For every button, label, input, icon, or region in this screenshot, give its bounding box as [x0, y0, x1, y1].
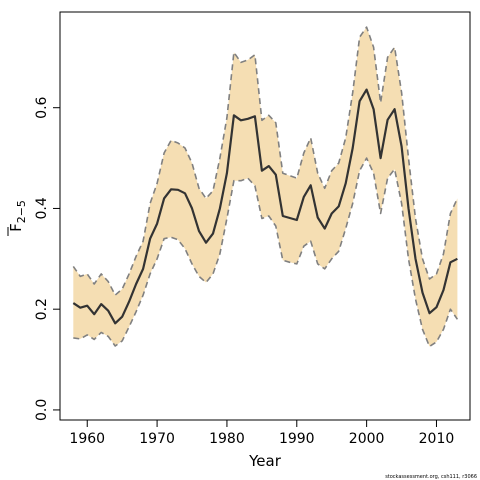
upper-bound-line	[72, 26, 459, 296]
x-tick-label: 2000	[349, 431, 385, 447]
x-tick-label: 1980	[209, 431, 245, 447]
lower-bound-line	[73, 157, 459, 348]
y-tick-label: 0.4	[34, 197, 50, 219]
confidence-band	[73, 27, 458, 347]
y-axis: 0.0 0.2 0.4 0.6	[34, 96, 61, 421]
x-tick-label: 1990	[279, 431, 315, 447]
x-tick-label: 1960	[69, 431, 105, 447]
x-tick-label: 2010	[419, 431, 455, 447]
estimate-line	[72, 88, 458, 325]
credit-text: stockassessment.org, csh111, r3066	[385, 474, 477, 480]
plot-area	[72, 26, 459, 348]
y-axis-title-main: F	[7, 223, 25, 232]
svg-text:F2−5: F2−5	[7, 200, 28, 232]
x-axis: 1960 1970 1980 1990 2000 2010	[69, 419, 455, 447]
y-tick-label: 0.2	[34, 298, 50, 320]
y-tick-label: 0.0	[34, 399, 50, 421]
x-tick-label: 1970	[139, 431, 175, 447]
y-axis-title: F2−5	[7, 200, 28, 236]
y-axis-title-subscript: 2−5	[15, 200, 28, 223]
x-axis-title: Year	[248, 452, 282, 470]
y-tick-label: 0.6	[34, 96, 50, 118]
